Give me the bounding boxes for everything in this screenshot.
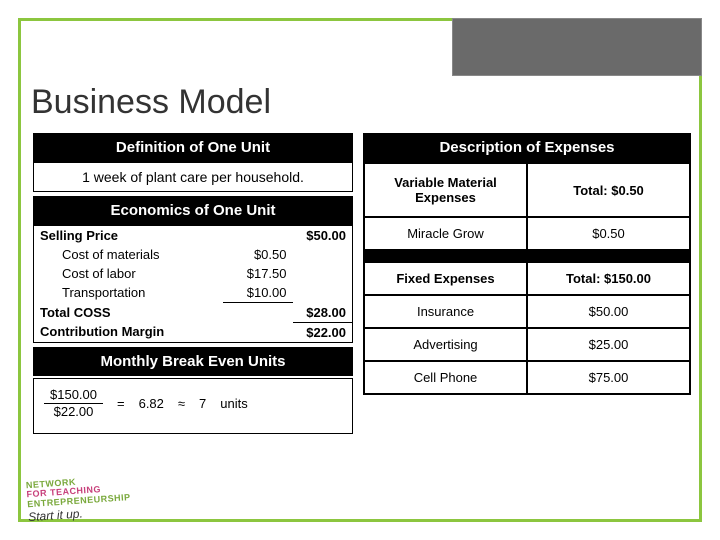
row-coss-label: Total COSS [34, 303, 223, 323]
be-equals: = [117, 396, 125, 411]
left-column: Definition of One Unit 1 week of plant c… [33, 133, 353, 434]
breakeven-box: $150.00 $22.00 = 6.82 ≈ 7 units [33, 378, 353, 435]
economics-table: Selling Price $50.00 Cost of materials $… [33, 225, 353, 343]
breakeven-header: Monthly Break Even Units [33, 347, 353, 376]
definition-header: Definition of One Unit [33, 133, 353, 162]
miracle-grow-label: Miracle Grow [364, 217, 527, 250]
fixed-expenses-total: Total: $150.00 [527, 262, 690, 295]
row-margin-val: $22.00 [293, 322, 353, 342]
slide-frame: Business Model Definition of One Unit 1 … [18, 18, 702, 522]
row-materials-val: $0.50 [223, 245, 293, 264]
slide-title: Business Model [31, 83, 271, 122]
row-materials-label: Cost of materials [34, 245, 223, 264]
corner-decoration [452, 18, 702, 76]
row-transport-label: Transportation [34, 283, 223, 303]
be-approx: ≈ [178, 396, 185, 411]
fixed-expenses-header: Fixed Expenses [364, 262, 527, 295]
be-denominator: $22.00 [48, 404, 100, 421]
divider-bar [364, 250, 690, 262]
be-numerator: $150.00 [44, 387, 103, 405]
right-column: Description of Expenses Variable Materia… [363, 133, 691, 395]
row-transport-val: $10.00 [223, 283, 293, 303]
be-round: 7 [199, 396, 206, 411]
miracle-grow-value: $0.50 [527, 217, 690, 250]
cellphone-value: $75.00 [527, 361, 690, 394]
expenses-grid: Variable Material Expenses Total: $0.50 … [363, 162, 691, 395]
row-labor-val: $17.50 [223, 264, 293, 283]
advertising-value: $25.00 [527, 328, 690, 361]
description-header: Description of Expenses [363, 133, 691, 162]
variable-expenses-header: Variable Material Expenses [364, 163, 527, 217]
row-coss-val: $28.00 [293, 303, 353, 323]
be-units: units [220, 396, 247, 411]
row-selling-price-label: Selling Price [34, 226, 223, 246]
economics-header: Economics of One Unit [33, 196, 353, 225]
definition-text: 1 week of plant care per household. [33, 162, 353, 192]
row-margin-label: Contribution Margin [34, 322, 223, 342]
variable-expenses-total: Total: $0.50 [527, 163, 690, 217]
insurance-value: $50.00 [527, 295, 690, 328]
breakeven-fraction: $150.00 $22.00 [44, 387, 103, 422]
nfte-logo: NETWORK FOR TEACHING ENTREPRENEURSHIP St… [26, 471, 179, 524]
row-labor-label: Cost of labor [34, 264, 223, 283]
row-selling-price-val: $50.00 [293, 226, 353, 246]
cellphone-label: Cell Phone [364, 361, 527, 394]
insurance-label: Insurance [364, 295, 527, 328]
advertising-label: Advertising [364, 328, 527, 361]
be-calc: 6.82 [139, 396, 164, 411]
